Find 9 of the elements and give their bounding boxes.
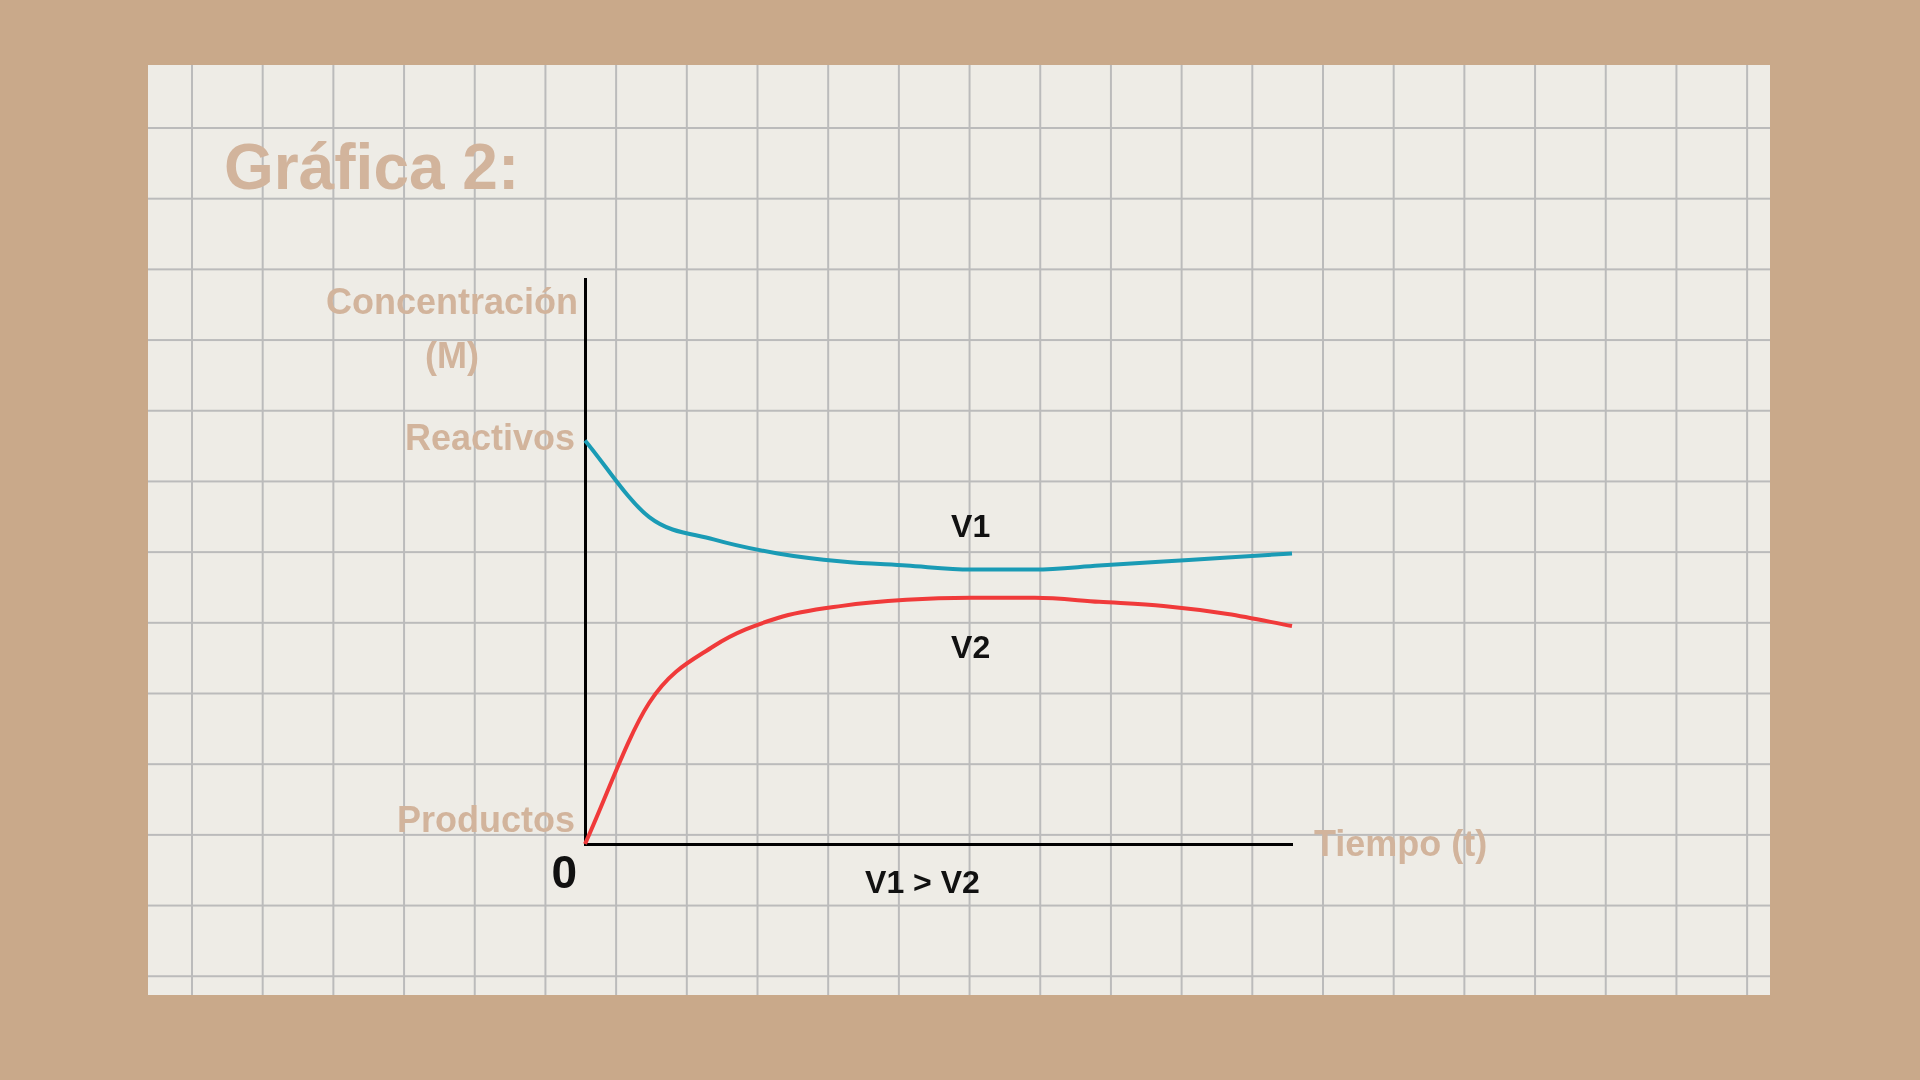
text: 0 xyxy=(551,845,577,898)
series-label: V2 xyxy=(951,628,991,665)
text: V1 > V2 xyxy=(865,863,980,900)
series-label: V1 xyxy=(951,508,991,545)
y-axis-title: Concentración (M) xyxy=(325,280,579,376)
chart-title: Gráfica 2: xyxy=(224,130,520,203)
text: Reactivos xyxy=(404,417,575,459)
text: Productos xyxy=(396,798,575,840)
x-axis-title: Tiempo (t) xyxy=(1314,822,1488,864)
